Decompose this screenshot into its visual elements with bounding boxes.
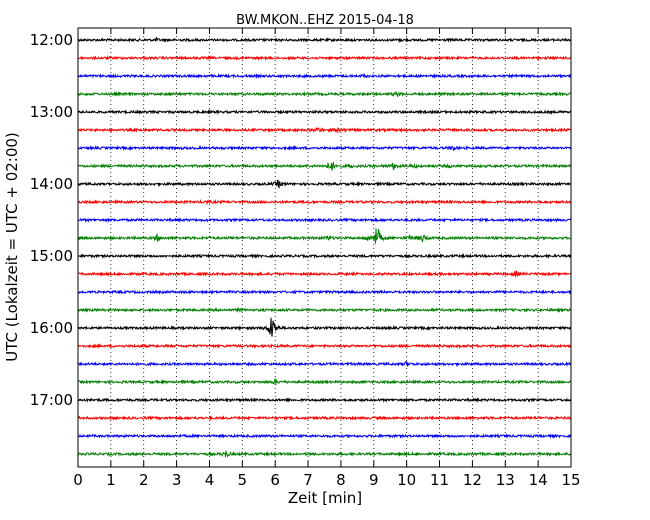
y-tick-label: 12:00 <box>30 31 73 49</box>
trace-14:45 <box>77 228 572 244</box>
trace-13:30 <box>77 145 572 152</box>
traces <box>77 36 572 458</box>
trace-14:15 <box>77 198 572 206</box>
trace-15:30 <box>77 289 572 295</box>
x-tick-label: 0 <box>73 471 83 489</box>
trace-16:00 <box>77 317 572 337</box>
trace-16:30 <box>77 360 572 367</box>
trace-12:15 <box>77 54 572 61</box>
y-tick-label: 16:00 <box>30 319 73 337</box>
trace-12:45 <box>77 91 572 98</box>
trace-13:15 <box>77 126 572 134</box>
axis-ticks: 0 1 2 3 4 5 6 7 8 9 10 11 12 13 14 1512:0013:0014:0015:… <box>30 28 581 489</box>
trace-17:45 <box>77 450 572 458</box>
trace-14:30 <box>77 217 572 224</box>
trace-16:15 <box>77 343 572 349</box>
x-tick-label: 3 <box>172 471 182 489</box>
trace-12:00 <box>77 36 572 44</box>
trace-14:00 <box>77 179 572 189</box>
x-tick-label: 14 <box>529 471 548 489</box>
trace-12:30 <box>77 72 572 80</box>
trace-17:30 <box>77 433 572 439</box>
trace-15:15 <box>77 269 572 279</box>
chart-title: BW.MKON..EHZ 2015-04-18 <box>236 13 414 28</box>
x-tick-label: 12 <box>463 471 482 489</box>
trace-17:15 <box>77 415 572 421</box>
x-tick-label: 5 <box>238 471 248 489</box>
x-tick-label: 11 <box>430 471 449 489</box>
x-tick-label: 10 <box>397 471 416 489</box>
trace-15:45 <box>77 307 572 314</box>
x-tick-label: 2 <box>139 471 149 489</box>
y-tick-label: 17:00 <box>30 391 73 409</box>
x-tick-label: 8 <box>336 471 346 489</box>
x-tick-label: 1 <box>106 471 116 489</box>
y-tick-label: 13:00 <box>30 103 73 121</box>
y-axis-label: UTC (Lokalzeit = UTC + 02:00) <box>3 132 21 362</box>
trace-13:00 <box>77 109 572 116</box>
trace-17:00 <box>77 397 572 404</box>
trace-16:45 <box>77 377 572 386</box>
x-tick-label: 15 <box>561 471 580 489</box>
y-tick-label: 15:00 <box>30 247 73 265</box>
trace-15:00 <box>77 253 572 260</box>
y-tick-label: 14:00 <box>30 175 73 193</box>
x-tick-label: 13 <box>496 471 515 489</box>
x-tick-label: 4 <box>205 471 215 489</box>
x-axis-label: Zeit [min] <box>288 489 362 507</box>
x-tick-label: 6 <box>270 471 280 489</box>
x-tick-label: 7 <box>303 471 313 489</box>
x-tick-label: 9 <box>369 471 379 489</box>
trace-13:45 <box>77 161 572 171</box>
plot-frame <box>77 27 572 468</box>
